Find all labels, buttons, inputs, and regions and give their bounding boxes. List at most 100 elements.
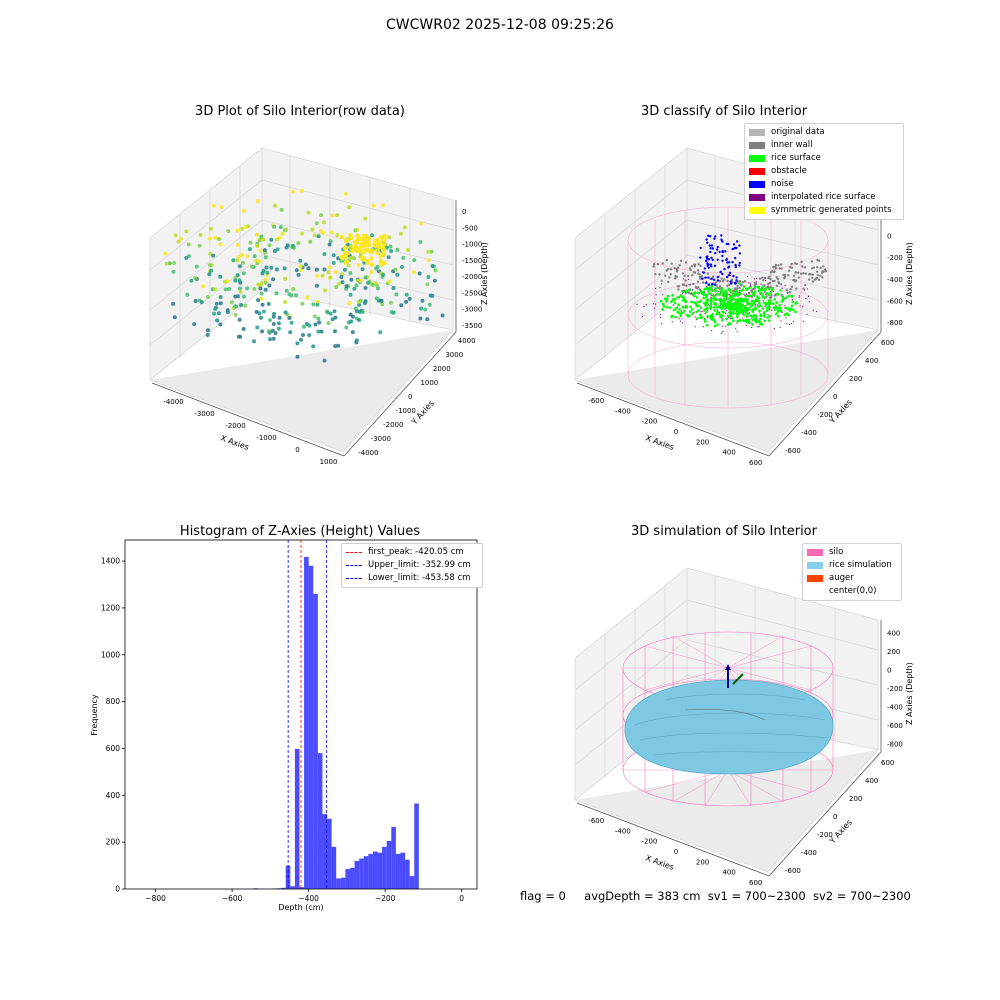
- inner-wall-point: [821, 276, 824, 279]
- data-point: [219, 204, 224, 209]
- y-tick-label: 1200: [101, 603, 120, 612]
- rice-surface-point: [718, 293, 721, 296]
- noise-point: [710, 256, 713, 260]
- classify-legend: original data inner wall rice surface obsta…: [744, 123, 904, 220]
- data-point: [299, 188, 304, 193]
- data-point: [298, 268, 303, 273]
- y-tick-label: -600: [785, 447, 801, 455]
- x-tick-labels: −800 −600 −400 −200 0: [145, 889, 464, 903]
- rice-surface-point: [760, 292, 763, 295]
- interpolated-point: [755, 281, 757, 283]
- data-point: [355, 309, 359, 314]
- y-tick-label: -3000: [371, 435, 391, 443]
- interpolated-point: [681, 318, 683, 320]
- data-point: [387, 279, 392, 284]
- y-tick-label: -4000: [358, 449, 378, 457]
- legend-swatch: [749, 129, 765, 136]
- z-tick-label: -400: [887, 276, 903, 284]
- rice-surface-point: [775, 301, 778, 304]
- data-point: [263, 280, 268, 285]
- histogram-bar: [327, 818, 332, 889]
- rice-surface-point: [781, 295, 784, 299]
- interpolated-point: [784, 285, 786, 287]
- rice-surface-point: [742, 313, 745, 316]
- data-point: [356, 278, 361, 283]
- data-point: [391, 310, 396, 315]
- data-point: [366, 239, 371, 245]
- data-point: [331, 260, 336, 265]
- data-point: [339, 275, 344, 279]
- noise-point: [727, 265, 731, 268]
- inner-wall-point: [699, 264, 702, 267]
- rice-surface-point: [751, 323, 754, 326]
- data-point: [389, 249, 394, 253]
- inner-wall-point: [777, 264, 780, 267]
- data-point: [212, 203, 216, 208]
- rice-surface-point: [746, 312, 750, 316]
- data-point: [255, 199, 260, 204]
- rice-surface-point: [758, 301, 761, 305]
- inner-wall-point: [696, 280, 700, 283]
- data-point: [255, 232, 259, 237]
- interpolated-point: [681, 322, 684, 324]
- histogram-bar: [345, 869, 350, 889]
- interpolated-point: [641, 315, 643, 317]
- data-point: [264, 265, 269, 270]
- inner-wall-point: [787, 274, 790, 277]
- data-point: [355, 238, 360, 243]
- legend-swatch: [807, 549, 823, 556]
- histogram-bar: [281, 887, 286, 889]
- data-point: [315, 273, 320, 278]
- inner-wall-point: [743, 280, 747, 283]
- data-point: [363, 216, 368, 221]
- inner-wall-point: [683, 274, 686, 278]
- rice-surface-point: [720, 305, 723, 309]
- data-point: [315, 283, 319, 288]
- data-point: [432, 278, 437, 283]
- rice-surface-point: [765, 309, 769, 312]
- data-point: [259, 315, 263, 320]
- data-point: [359, 241, 365, 246]
- interpolated-point: [662, 294, 664, 296]
- rice-surface-point: [697, 309, 700, 312]
- noise-point: [732, 243, 736, 246]
- y-tick-label: 2000: [433, 365, 451, 373]
- legend-entry: rice simulation: [807, 559, 897, 572]
- data-point: [404, 299, 409, 304]
- rice-surface-point: [751, 303, 754, 306]
- data-point: [369, 270, 374, 274]
- inner-wall-point: [813, 278, 816, 281]
- data-point: [314, 267, 319, 272]
- status-sv2: sv2 = 700~2300: [812, 889, 911, 903]
- z-tick-label: -2000: [462, 273, 482, 281]
- noise-point: [699, 256, 702, 259]
- data-point: [316, 329, 321, 334]
- rice-surface-point: [745, 288, 748, 292]
- data-point: [211, 253, 216, 258]
- inner-wall-point: [797, 276, 800, 279]
- inner-wall-point: [688, 267, 692, 270]
- data-point: [300, 231, 304, 236]
- data-point: [263, 277, 268, 282]
- status-sv1: sv1 = 700~2300: [707, 889, 806, 903]
- interpolated-point: [636, 303, 638, 305]
- y-tick-label: 400: [865, 357, 878, 365]
- data-point: [241, 271, 246, 276]
- rice-surface-point: [757, 305, 760, 308]
- rice-surface-point: [720, 287, 724, 290]
- data-point: [295, 354, 300, 359]
- data-point: [238, 264, 242, 269]
- rice-surface-point: [738, 298, 741, 301]
- inner-wall-point: [676, 285, 679, 288]
- silo-wireframe: [627, 206, 829, 409]
- data-point: [307, 333, 312, 338]
- inner-wall-point: [802, 272, 805, 275]
- noise-point: [723, 267, 726, 271]
- noise-point: [712, 278, 716, 281]
- inner-wall-point: [709, 296, 713, 299]
- data-point: [268, 318, 272, 323]
- rice-surface-point: [751, 310, 754, 313]
- rice-surface-point: [740, 307, 743, 310]
- data-point: [218, 242, 223, 247]
- data-point: [406, 247, 410, 252]
